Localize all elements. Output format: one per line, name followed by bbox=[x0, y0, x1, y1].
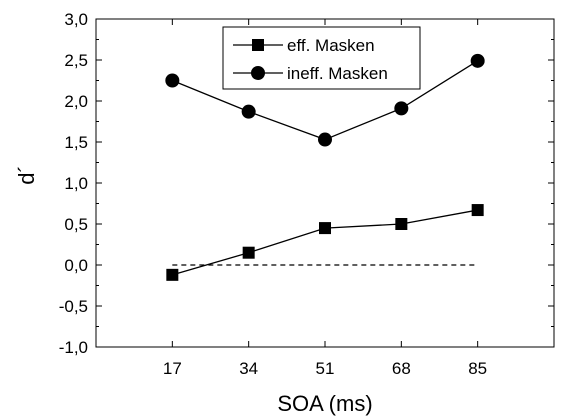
y-tick-label: 0,5 bbox=[64, 215, 88, 234]
data-point-ineff-masken bbox=[394, 101, 409, 116]
y-tick-label: 0,0 bbox=[64, 256, 88, 275]
legend-label: eff. Masken bbox=[287, 36, 375, 55]
data-point-ineff-masken bbox=[470, 53, 485, 68]
data-point-eff-masken bbox=[319, 222, 331, 235]
y-tick-label: -1,0 bbox=[59, 338, 88, 357]
y-tick-label: -0,5 bbox=[59, 297, 88, 316]
data-point-ineff-masken bbox=[318, 132, 332, 147]
x-tick-label: 68 bbox=[392, 359, 411, 378]
y-tick-label: 1,0 bbox=[64, 174, 88, 193]
data-point-ineff-masken bbox=[165, 73, 180, 88]
legend-box bbox=[222, 26, 421, 90]
data-point-ineff-masken bbox=[241, 104, 256, 119]
y-tick-label: 1,5 bbox=[64, 133, 88, 152]
x-axis-title: SOA (ms) bbox=[277, 391, 372, 416]
x-tick-label: 34 bbox=[239, 359, 258, 378]
legend-circle-marker bbox=[251, 66, 265, 80]
y-tick-label: 2,0 bbox=[64, 92, 88, 111]
data-point-eff-masken bbox=[471, 204, 484, 217]
y-tick-label: 2,5 bbox=[64, 51, 88, 70]
axes: -1,0 -0,5 0,0 0,5 1,0 1,5 2,0 2,5 3,0 17 34 51 68 85 bbox=[59, 10, 555, 378]
data-point-eff-masken bbox=[166, 268, 179, 281]
legend: eff. Masken ineff. Masken bbox=[222, 26, 421, 90]
x-tick-label: 51 bbox=[316, 359, 335, 378]
x-tick-label: 85 bbox=[468, 359, 487, 378]
series-group bbox=[165, 53, 485, 281]
legend-square-marker bbox=[252, 39, 264, 51]
legend-label: ineff. Masken bbox=[287, 64, 388, 83]
y-axis-title: d´ bbox=[14, 165, 39, 185]
x-tick-label: 17 bbox=[163, 359, 182, 378]
data-point-eff-masken bbox=[242, 246, 255, 259]
data-point-eff-masken bbox=[395, 218, 408, 230]
y-tick-label: 3,0 bbox=[64, 10, 88, 29]
